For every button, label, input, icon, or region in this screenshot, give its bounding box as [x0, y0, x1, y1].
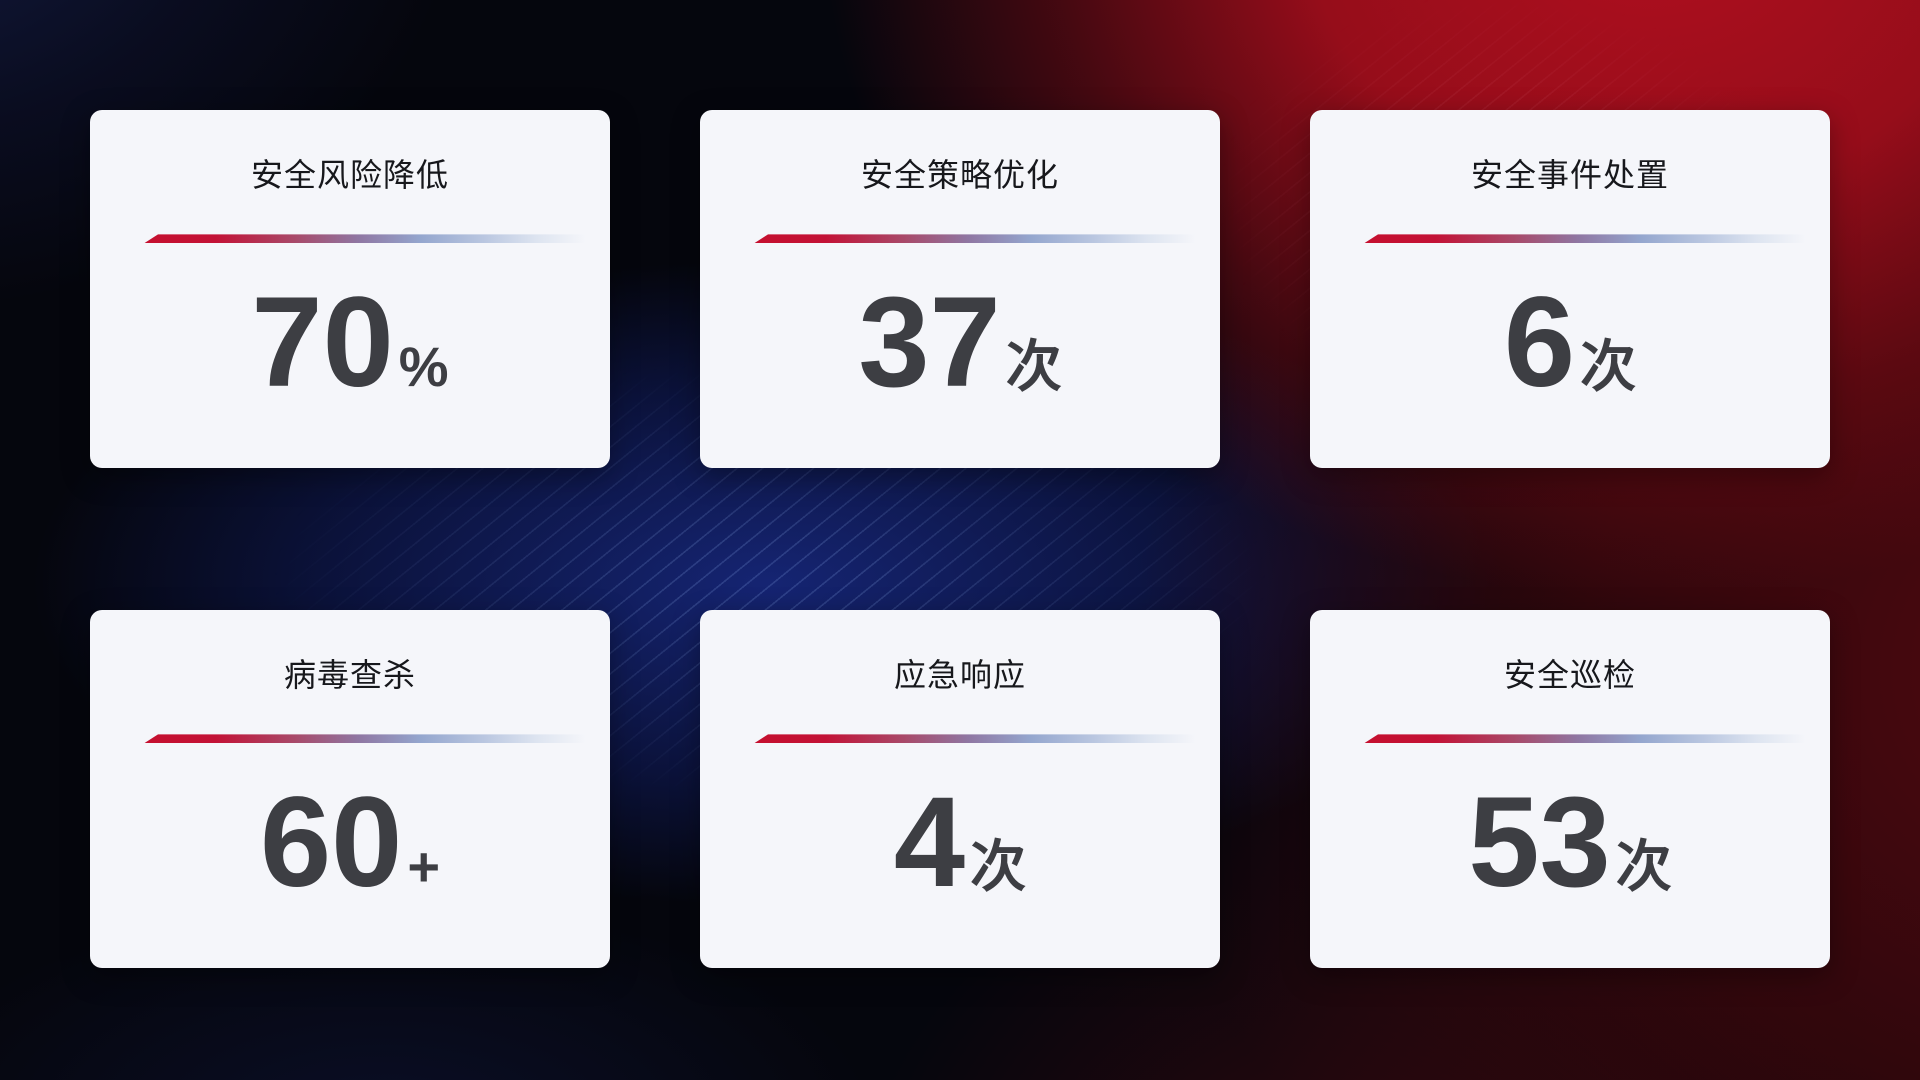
gradient-divider	[1364, 734, 1810, 744]
card-title: 安全事件处置	[1470, 157, 1669, 193]
stat-unit: 次	[970, 835, 1027, 899]
stat-value: 70	[251, 271, 394, 415]
card-security-inspection: 安全巡检 53 次	[1310, 610, 1830, 968]
gradient-divider	[1364, 234, 1810, 244]
stat-value-row: 70 %	[251, 279, 448, 407]
card-security-risk-reduction: 安全风险降低 70 %	[90, 110, 610, 468]
stat-value-row: 53 次	[1468, 779, 1671, 907]
stat-unit: 次	[1580, 335, 1637, 399]
stat-value: 60	[259, 771, 403, 915]
gradient-divider	[144, 734, 590, 744]
gradient-divider	[144, 234, 590, 244]
gradient-divider	[754, 734, 1200, 744]
stat-value: 37	[858, 271, 1001, 415]
gradient-divider	[754, 234, 1200, 244]
stat-value: 4	[893, 771, 966, 915]
card-title: 安全策略优化	[860, 157, 1059, 193]
stat-unit: +	[407, 835, 441, 899]
stat-value-row: 4 次	[894, 779, 1026, 907]
card-virus-scan: 病毒查杀 60 +	[90, 610, 610, 968]
stat-value-row: 6 次	[1504, 279, 1636, 407]
card-title: 安全风险降低	[250, 157, 449, 193]
stat-value-row: 60 +	[260, 779, 440, 907]
card-security-policy-optimization: 安全策略优化 37 次	[700, 110, 1220, 468]
stat-unit: 次	[1005, 335, 1062, 399]
card-security-incident-handling: 安全事件处置 6 次	[1310, 110, 1830, 468]
stat-value: 6	[1503, 271, 1576, 415]
stat-value-row: 37 次	[858, 279, 1061, 407]
stat-value: 53	[1468, 771, 1611, 915]
card-title: 病毒查杀	[283, 657, 416, 693]
stat-unit: %	[398, 335, 449, 399]
card-title: 应急响应	[893, 657, 1026, 693]
stat-unit: 次	[1615, 835, 1672, 899]
stats-card-grid: 安全风险降低 70 % 安全策略优化 37 次 安全事件处置 6 次 病毒查杀 …	[90, 110, 1830, 968]
card-title: 安全巡检	[1503, 657, 1636, 693]
card-emergency-response: 应急响应 4 次	[700, 610, 1220, 968]
